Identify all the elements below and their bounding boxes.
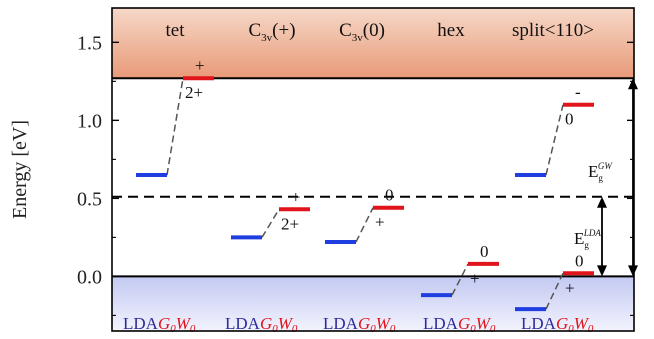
conduction-band-region [112,8,634,79]
charge-state-above: - [575,83,581,102]
defect-label: tet [166,20,186,41]
transition-connector [545,104,564,176]
y-tick-label: 0.5 [77,188,102,210]
charge-state-below: 2+ [281,214,299,233]
gap-gw-arrow-head-bottom [628,265,638,277]
charge-state-below: + [375,213,385,232]
method-label: LDAG0W0 [423,314,496,335]
gap-lda-arrow-head-top [597,196,607,208]
charge-state-above: 0 [480,242,489,261]
charge-state-below: 0 [565,110,574,129]
charge-state-above: 0 [385,186,394,205]
method-label: LDAG0W0 [225,314,298,335]
transition-connector [166,78,184,176]
y-tick-label: 0.0 [77,266,102,288]
defect-label: C3v(0) [339,20,385,44]
defect-label: split<110> [512,20,594,41]
y-axis-label: Energy [eV] [9,120,31,219]
transition-connector [451,263,469,296]
transition-connector [261,208,280,238]
gap-gw-label: EgGW [588,161,613,183]
charge-state-above: + [195,56,205,75]
transition-connector [355,207,374,243]
charge-state-below: 2+ [185,83,203,102]
defect-label: C3v(+) [248,20,295,44]
valence-band-region [112,276,634,331]
charge-state-below: + [470,269,480,288]
defect-label: hex [437,20,465,41]
y-tick-label: 1.0 [77,110,102,132]
transition-connector [545,272,564,310]
charge-state-below: + [565,278,575,297]
method-label: LDAG0W0 [123,314,196,335]
gap-gw-arrow-head-top [628,78,638,90]
method-label: LDAG0W0 [521,314,594,335]
gap-lda-label: EgLDA [574,228,601,250]
gap-lda-arrow-head-bottom [597,265,607,277]
charge-state-above: 0 [575,251,584,270]
charge-state-above: + [291,187,301,206]
plot-frame [111,7,635,332]
y-tick-label: 1.5 [77,32,102,54]
method-label: LDAG0W0 [323,314,396,335]
